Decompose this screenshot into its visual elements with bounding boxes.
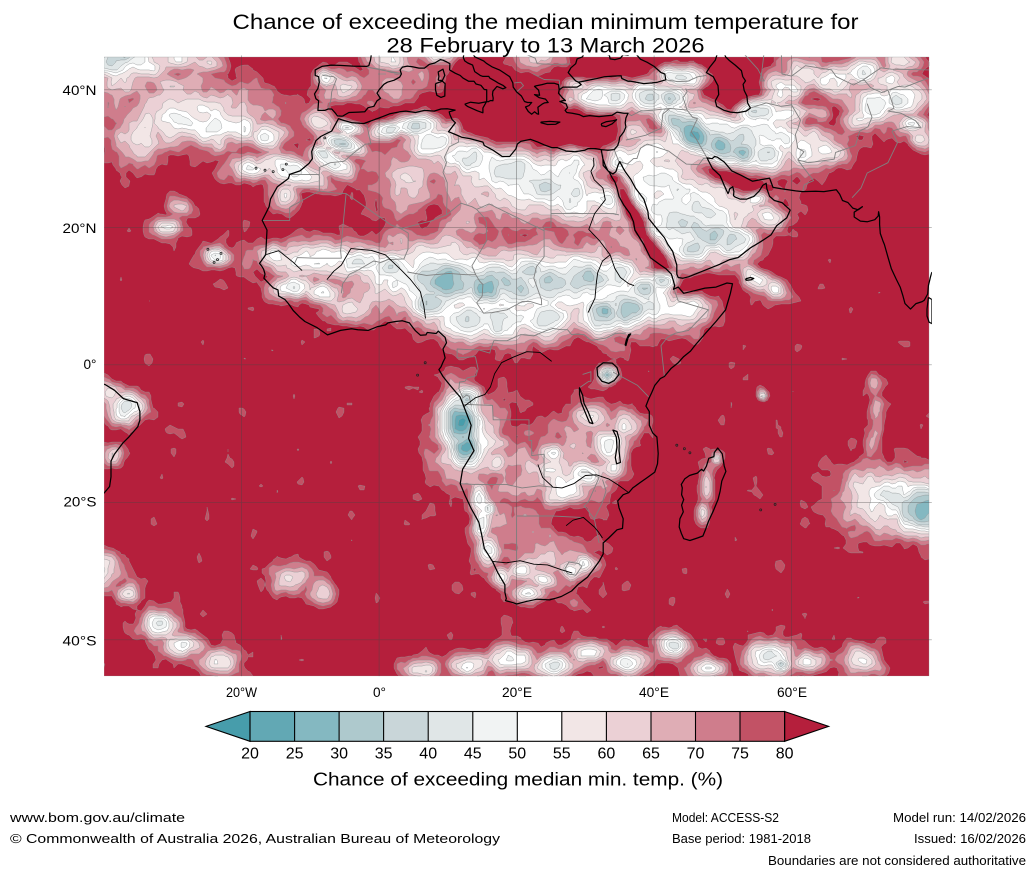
svg-text:© Commonwealth of Australia 20: © Commonwealth of Australia 2026, Austra… [10, 831, 501, 846]
svg-text:40°N: 40°N [63, 83, 97, 98]
svg-text:45: 45 [464, 746, 482, 763]
svg-text:20°S: 20°S [64, 494, 97, 509]
svg-text:75: 75 [731, 746, 749, 763]
svg-text:0°: 0° [373, 685, 386, 700]
svg-text:20°N: 20°N [63, 221, 97, 236]
svg-text:28 February to 13 March 2026: 28 February to 13 March 2026 [387, 34, 705, 58]
svg-text:50: 50 [508, 746, 526, 763]
svg-text:80: 80 [776, 746, 794, 763]
svg-text:55: 55 [553, 746, 571, 763]
svg-text:40°E: 40°E [639, 685, 669, 700]
svg-text:Boundaries are not considered: Boundaries are not considered authoritat… [768, 853, 1026, 868]
svg-text:20: 20 [241, 746, 259, 763]
svg-text:Model run: 14/02/2026: Model run: 14/02/2026 [893, 810, 1026, 825]
svg-text:40: 40 [419, 746, 437, 763]
svg-text:65: 65 [642, 746, 660, 763]
svg-text:70: 70 [687, 746, 705, 763]
svg-text:25: 25 [286, 746, 304, 763]
svg-text:60: 60 [598, 746, 616, 763]
svg-text:Base period: 1981-2018: Base period: 1981-2018 [672, 831, 811, 846]
svg-text:Issued: 16/02/2026: Issued: 16/02/2026 [914, 831, 1026, 846]
svg-text:www.bom.gov.au/climate: www.bom.gov.au/climate [9, 810, 185, 825]
svg-text:30: 30 [330, 746, 348, 763]
svg-text:60°E: 60°E [777, 685, 807, 700]
svg-text:0°: 0° [84, 357, 97, 372]
svg-text:35: 35 [375, 746, 393, 763]
svg-text:40°S: 40°S [63, 634, 97, 649]
svg-text:Model: ACCESS-S2: Model: ACCESS-S2 [672, 810, 779, 825]
svg-text:20°W: 20°W [226, 685, 257, 700]
svg-text:Chance of exceeding median min: Chance of exceeding median min. temp. (%… [313, 770, 723, 790]
svg-text:20°E: 20°E [502, 685, 532, 700]
svg-text:Chance of exceeding the median: Chance of exceeding the median minimum t… [233, 10, 859, 34]
